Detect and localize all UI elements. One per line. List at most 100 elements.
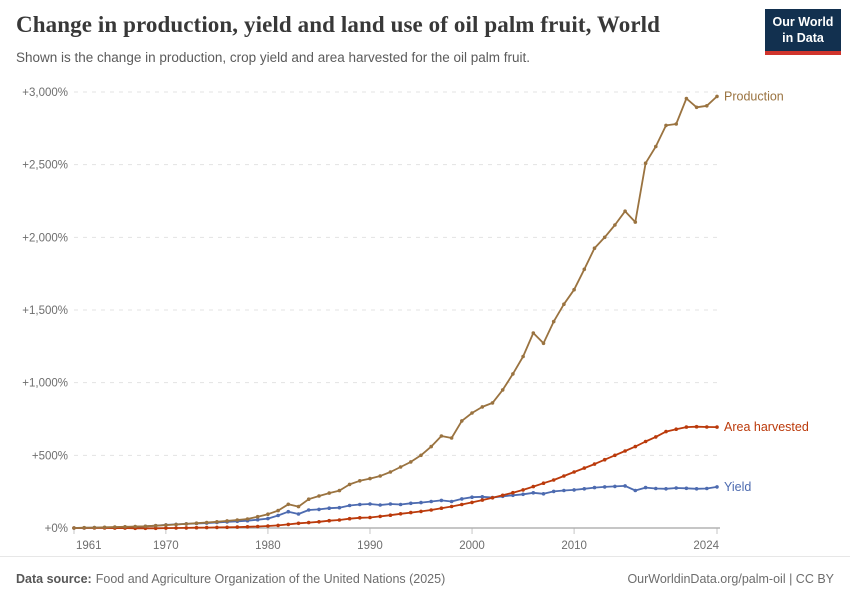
yield-marker: [623, 484, 627, 488]
production-marker: [194, 521, 199, 525]
production-marker: [153, 523, 158, 528]
y-axis-label-0: +0%: [45, 523, 68, 535]
production-marker: [184, 522, 189, 526]
x-axis-label-1980: 1980: [255, 540, 281, 552]
yield-marker: [460, 497, 464, 501]
area-harvested-marker: [521, 488, 525, 492]
yield-marker: [654, 486, 658, 491]
yield-marker: [378, 503, 383, 507]
series-yield[interactable]: [72, 484, 719, 530]
area-harvested-marker: [551, 478, 556, 482]
x-axis-label-1961: 1961: [76, 540, 102, 552]
production-marker: [235, 518, 240, 522]
credit-link[interactable]: OurWorldinData.org/palm-oil | CC BY: [627, 571, 834, 586]
area-harvested-marker: [225, 525, 229, 530]
y-axis-label-1000: +1,000%: [22, 378, 68, 390]
production-marker: [388, 470, 393, 474]
area-harvested-marker: [266, 524, 270, 528]
area-harvested-marker: [613, 453, 617, 458]
production-marker: [398, 465, 403, 469]
series-label-production[interactable]: Production: [724, 89, 784, 103]
yield-marker: [521, 492, 525, 497]
yield-marker: [347, 503, 352, 508]
area-harvested-marker: [235, 525, 240, 529]
x-axis-label-2000: 2000: [459, 540, 485, 552]
yield-marker: [705, 486, 709, 491]
area-harvested-marker: [715, 425, 719, 429]
y-axis-label-500: +500%: [32, 450, 68, 462]
area-harvested-marker: [245, 525, 250, 529]
series-label-yield[interactable]: Yield: [724, 480, 751, 494]
owid-logo-line2: in Data: [782, 30, 824, 45]
production-marker: [266, 512, 270, 516]
area-harvested-marker: [511, 490, 515, 495]
area-harvested-marker: [358, 516, 362, 520]
area-harvested-marker: [398, 512, 403, 516]
area-harvested-marker: [276, 523, 280, 528]
production-marker: [531, 331, 536, 335]
yield-marker: [572, 488, 576, 492]
yield-marker: [531, 491, 536, 495]
production-marker: [358, 479, 362, 483]
production-marker: [296, 504, 301, 509]
yield-marker: [306, 508, 311, 512]
yield-line[interactable]: [73, 484, 718, 529]
area-harvested-marker: [327, 518, 332, 523]
area-harvested-marker: [684, 425, 689, 429]
production-marker: [551, 319, 556, 324]
production-marker: [204, 520, 209, 525]
area-harvested-marker: [255, 524, 260, 529]
production-line[interactable]: [73, 95, 718, 529]
area-harvested-marker: [153, 526, 158, 531]
yield-marker: [358, 502, 362, 507]
area-harvested-marker: [480, 498, 485, 502]
area-harvested-marker: [643, 439, 648, 444]
series-area-harvested[interactable]: [72, 424, 719, 531]
production-marker: [582, 267, 587, 272]
area-harvested-marker: [439, 506, 444, 511]
production-marker: [643, 161, 648, 165]
production-marker: [633, 220, 638, 224]
yield-marker: [480, 495, 485, 499]
production-marker: [72, 526, 76, 530]
area-harvested-marker: [541, 481, 546, 486]
yield-marker: [633, 488, 638, 493]
area-harvested-marker: [306, 520, 311, 525]
production-marker: [102, 525, 107, 530]
yield-marker: [327, 506, 332, 511]
production-marker: [286, 502, 291, 507]
yield-marker: [664, 487, 668, 491]
production-marker: [572, 287, 576, 292]
production-marker: [541, 341, 546, 346]
area-harvested-marker: [705, 425, 709, 429]
yield-marker: [266, 516, 270, 521]
area-harvested-marker: [562, 474, 566, 478]
y-axis-label-1500: +1,500%: [22, 305, 68, 317]
data-source-label: Data source:: [16, 571, 92, 586]
production-marker: [225, 519, 229, 523]
production-marker: [123, 525, 127, 529]
area-harvested-marker: [296, 521, 301, 526]
series-label-area-harvested[interactable]: Area harvested: [724, 420, 809, 434]
area-harvested-marker: [429, 508, 434, 512]
owid-logo[interactable]: Our World in Data: [765, 9, 841, 56]
area-harvested-marker: [409, 510, 413, 515]
area-harvested-line[interactable]: [74, 425, 718, 530]
area-harvested-marker: [184, 526, 189, 530]
production-marker: [470, 411, 474, 415]
yield-marker: [684, 486, 689, 491]
production-marker: [449, 436, 454, 440]
area-harvested-marker: [347, 516, 352, 521]
yield-marker: [388, 502, 393, 506]
production-marker: [511, 372, 515, 376]
yield-marker: [582, 487, 587, 491]
series-production[interactable]: [72, 94, 719, 530]
area-harvested-marker: [419, 509, 423, 514]
production-marker: [613, 223, 617, 227]
area-harvested-marker: [164, 526, 168, 530]
production-marker: [602, 235, 607, 240]
yield-marker: [409, 501, 413, 506]
y-axis-label-2500: +2,500%: [22, 160, 68, 172]
production-marker: [164, 523, 168, 527]
yield-marker: [296, 512, 301, 516]
